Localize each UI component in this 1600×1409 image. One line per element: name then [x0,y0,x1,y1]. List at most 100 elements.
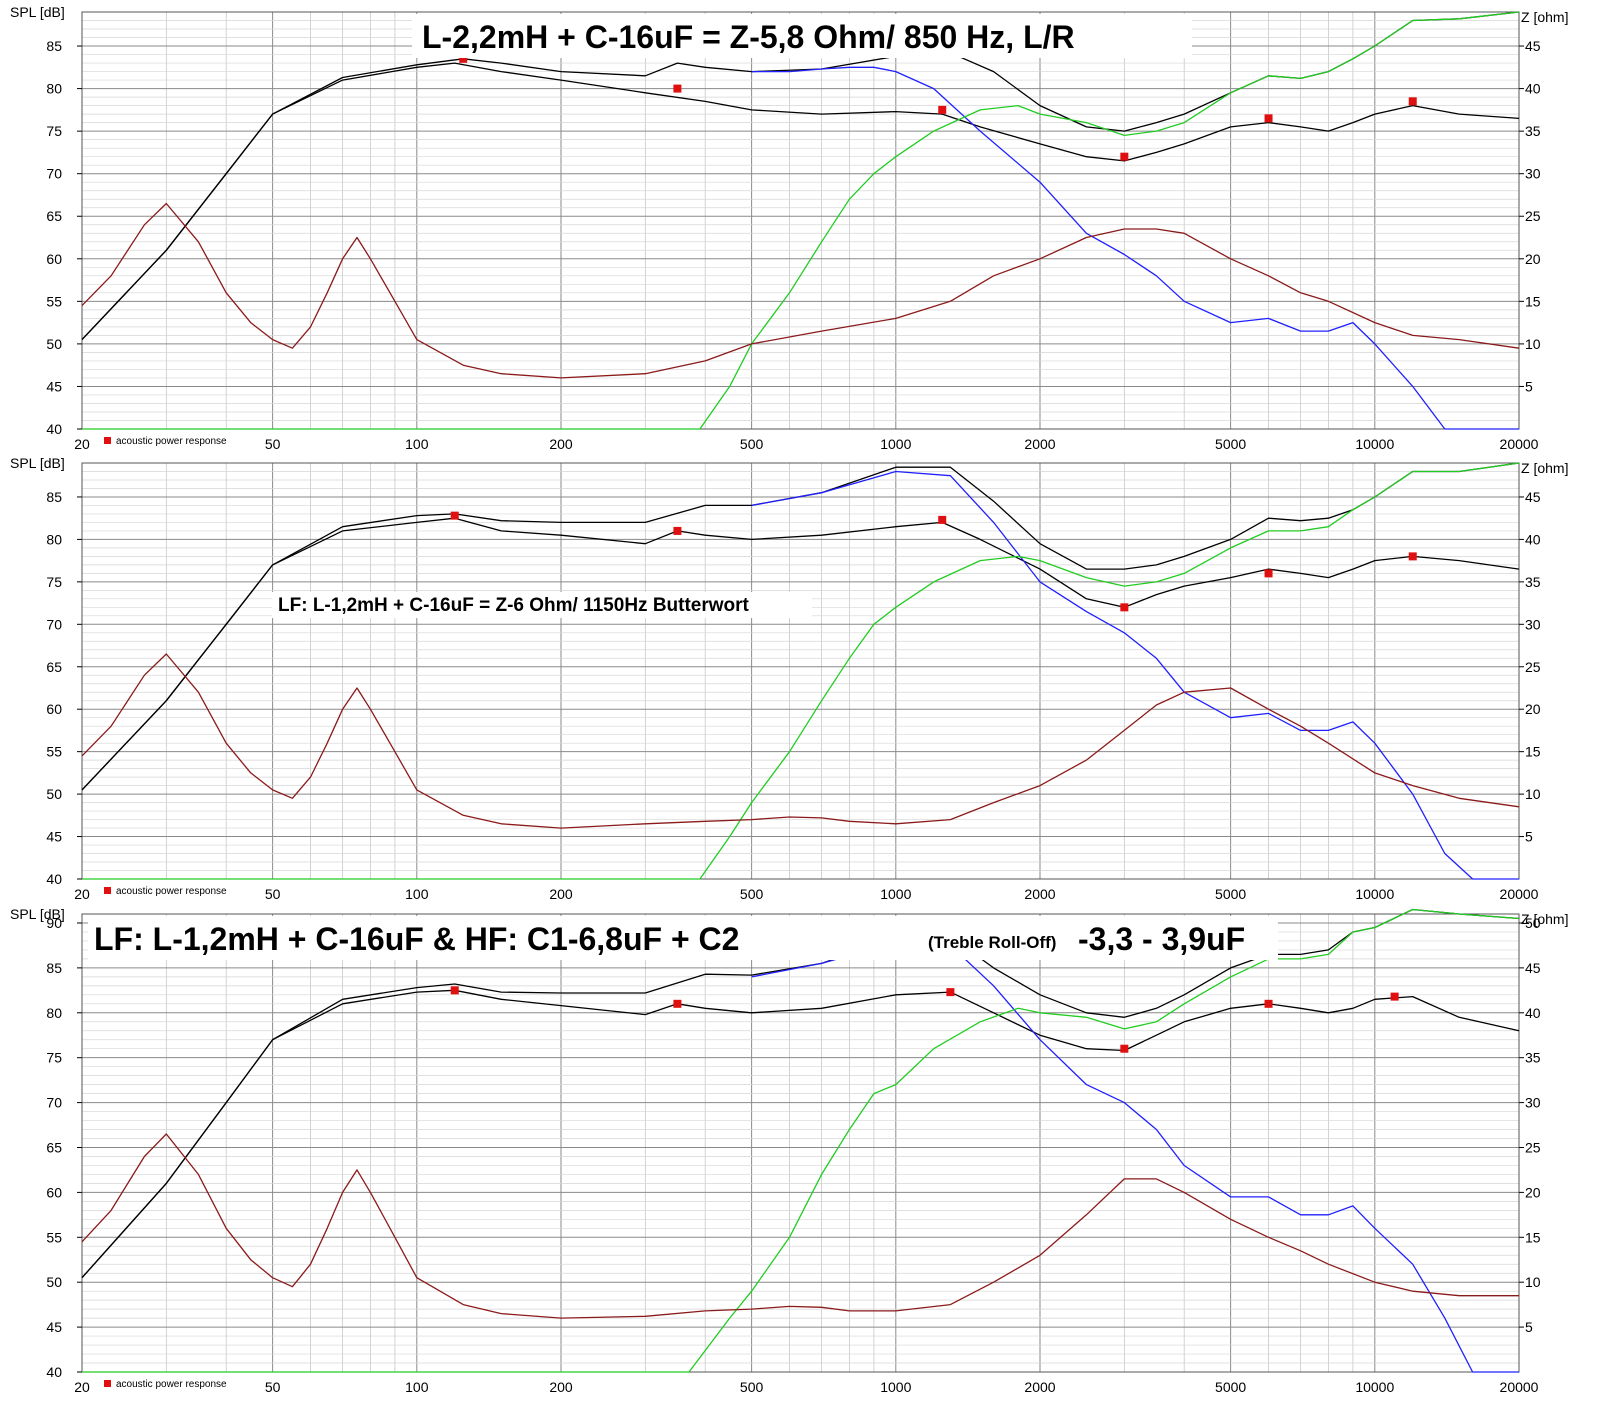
legend-marker [104,887,111,894]
y-tick-label: 40 [46,1364,62,1380]
series-line-5 [81,1133,1519,1319]
title-bg [412,14,1192,58]
data-marker [1264,114,1273,123]
y2-tick-label: 35 [1525,123,1541,139]
y2-tick-label: 35 [1525,574,1541,590]
y-tick-label: 75 [46,123,62,139]
x-tick-label: 500 [740,436,764,452]
x-tick-label: 100 [405,1379,429,1395]
y-tick-label: 70 [46,166,62,182]
x-tick-label: 5000 [1215,886,1246,902]
y2-tick-label: 40 [1525,1005,1541,1021]
plot-area [82,914,1519,1372]
data-marker [1390,992,1399,1001]
legend-label: acoustic power response [116,1379,227,1390]
data-marker [946,988,955,997]
x-tick-label: 20000 [1500,1379,1539,1395]
chart-panel-2: 40 45 50 55 60 65 70 75 80 85 5 10 15 20 25 30 35 40 45 SPL… [10,455,1568,902]
markers [459,54,1417,161]
y2-tick-label: 30 [1525,616,1541,632]
data-marker [1264,569,1273,578]
markers [450,511,1417,612]
chart-panel-3: 40 45 50 55 60 65 70 75 80 85 90 5 10 15 20 25 30 35 40 45 5… [10,906,1568,1395]
x-tick-label: 2000 [1024,886,1055,902]
y2-tick-label: 45 [1525,38,1541,54]
y2-tick-label: 40 [1525,81,1541,97]
plot-frame [81,11,1520,430]
y2-tick-label: 45 [1525,960,1541,976]
x-tick-label: 1000 [880,1379,911,1395]
data-marker [1408,97,1417,106]
y-tick-label: 60 [46,701,62,717]
y2-tick-label: 5 [1525,829,1533,845]
y-tick-label: 50 [46,786,62,802]
y2-tick-label: 35 [1525,1050,1541,1066]
y-tick-label: 55 [46,744,62,760]
chart-title: L-2,2mH + C-16uF = Z-5,8 Ohm/ 850 Hz, L/… [422,19,1075,55]
legend: acoustic power response [104,1379,227,1390]
x-tick-label: 2000 [1024,436,1055,452]
y2-tick-label: 15 [1525,744,1541,760]
y-tick-label: 45 [46,378,62,394]
y2-axis-label: Z [ohm] [1521,9,1568,25]
data-marker [450,511,459,520]
legend: acoustic power response [104,436,227,447]
x-tick-label: 20 [74,886,90,902]
x-tick-label: 20 [74,436,90,452]
legend-label: acoustic power response [116,436,227,447]
legend-label: acoustic power response [116,886,227,897]
x-tick-label: 20000 [1500,886,1539,902]
y2-tick-label: 45 [1525,489,1541,505]
y2-tick-label: 40 [1525,531,1541,547]
y2-tick-label: 25 [1525,208,1541,224]
x-tick-label: 200 [549,886,573,902]
y-tick-label: 80 [46,81,62,97]
data-marker [673,84,682,93]
chart-title-extra: (Treble Roll-Off) [928,933,1056,952]
y-tick-label: 40 [46,421,62,437]
data-marker [673,526,682,535]
x-tick-label: 50 [265,886,281,902]
x-tick-label: 500 [740,886,764,902]
y2-axis-label: Z [ohm] [1521,460,1568,476]
y2-tick-label: 5 [1525,1319,1533,1335]
y2-tick-label: 10 [1525,1274,1541,1290]
y-axis-label: SPL [dB] [10,455,65,471]
y2-tick-label: 15 [1525,1229,1541,1245]
chart-title: LF: L-1,2mH + C-16uF & HF: C1-6,8uF + C2 [94,921,739,957]
x-tick-label: 20000 [1500,436,1539,452]
series-line-5 [81,202,1520,379]
annotation-bg [272,592,812,618]
legend-marker [104,1380,111,1387]
y-tick-label: 55 [46,1229,62,1245]
data-marker [450,986,459,995]
y-tick-label: 80 [46,531,62,547]
y-tick-label: 45 [46,829,62,845]
series-line-1 [81,462,1520,791]
y2-tick-label: 15 [1525,293,1541,309]
x-tick-label: 50 [265,1379,281,1395]
x-tick-label: 20 [74,1379,90,1395]
data-marker [459,54,468,63]
plot-frame [81,462,1520,880]
x-tick-label: 50 [265,436,281,452]
x-tick-label: 100 [405,886,429,902]
y2-tick-label: 10 [1525,336,1541,352]
data-marker [1408,552,1417,561]
data-marker [673,999,682,1008]
grid [81,462,1520,880]
chart-annotation: LF: L-1,2mH + C-16uF = Z-6 Ohm/ 1150Hz B… [278,595,750,616]
y-tick-label: 85 [46,38,62,54]
x-tick-label: 2000 [1024,1379,1055,1395]
y-tick-label: 50 [46,1274,62,1290]
y-axis-label: SPL [dB] [10,906,65,922]
legend-marker [104,437,111,444]
grid [81,913,1520,1373]
data-marker [938,515,947,524]
x-tick-label: 10000 [1355,1379,1394,1395]
series-line-3 [751,66,1519,430]
y-tick-label: 70 [46,1095,62,1111]
series-line-4 [82,11,1520,430]
